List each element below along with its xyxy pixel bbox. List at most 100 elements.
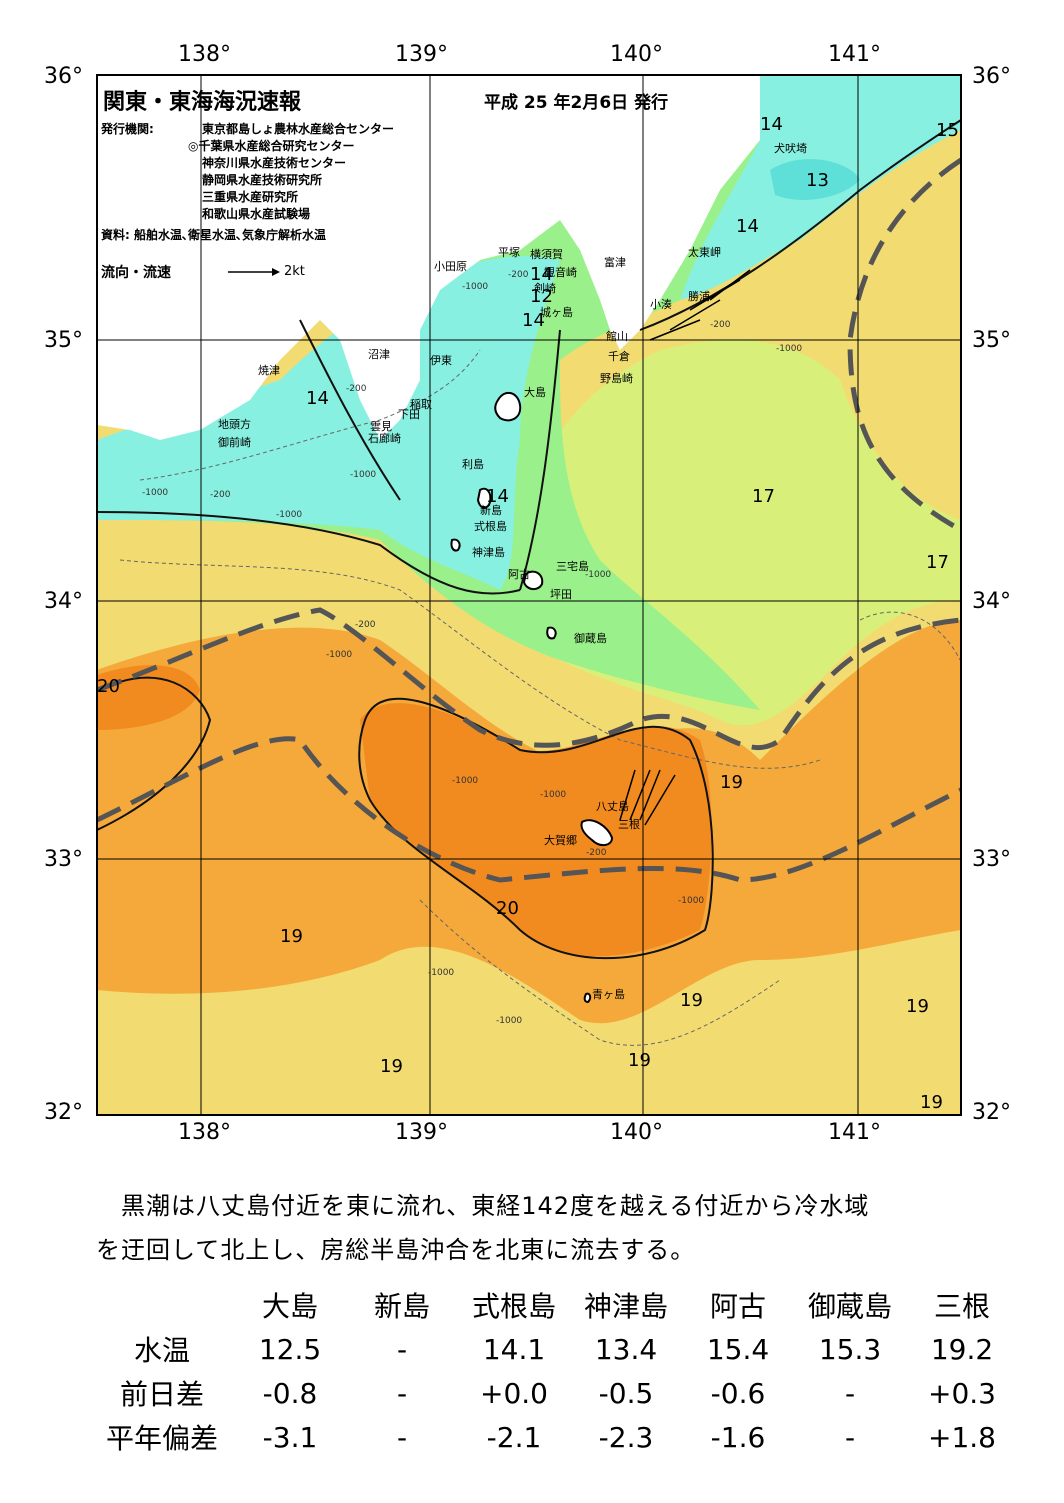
isotherm-label: 12 xyxy=(530,286,553,307)
depth-label: -200 xyxy=(346,384,367,394)
table-cell: - xyxy=(844,1376,856,1410)
issuer-1: 東京都島しょ農林水産総合センター xyxy=(202,122,395,136)
row-label: 前日差 xyxy=(119,1378,204,1411)
table-cell: +0.3 xyxy=(928,1376,996,1410)
very-cold-water xyxy=(770,159,860,200)
lon-tick-top-138: 138° xyxy=(178,42,231,67)
lon-tick-top-140: 140° xyxy=(610,42,663,67)
table-cell: - xyxy=(844,1420,856,1454)
issuer-6: 和歌山県水産試験場 xyxy=(202,207,311,221)
isotherm-label: 17 xyxy=(926,552,949,573)
table-cell: -0.5 xyxy=(598,1376,654,1410)
table-cell: 12.5 xyxy=(258,1332,322,1366)
isotherm-lines xyxy=(97,119,961,960)
place-name: 利島 xyxy=(462,458,484,471)
table-cell: 13.4 xyxy=(594,1332,658,1366)
isotherm-label: 20 xyxy=(496,898,519,919)
depth-label: -1000 xyxy=(142,488,169,498)
table-row: 前日差 -0.8 - +0.0 -0.5 -0.6 - +0.3 xyxy=(90,1371,1018,1415)
table-cell: -2.3 xyxy=(598,1420,654,1454)
isotherm-label: 20 xyxy=(97,676,120,697)
table-row: 平年偏差 -3.1 - -2.1 -2.3 -1.6 - +1.8 xyxy=(90,1415,1018,1459)
row-label: 平年偏差 xyxy=(105,1422,218,1455)
sea-temperature-map: 138° 139° 140° 141° 138° 139° 140° 141° … xyxy=(44,42,1011,1145)
depth-label: -1000 xyxy=(496,1016,523,1026)
place-name: 青ヶ島 xyxy=(592,988,625,1001)
depth-label: -200 xyxy=(210,490,231,500)
column-header: 御蔵島 xyxy=(807,1290,892,1323)
lat-tick-left-32: 32° xyxy=(44,1100,83,1125)
table-cell: 15.4 xyxy=(706,1332,770,1366)
issue-date: 平成 25 年2月6日 発行 xyxy=(484,93,669,113)
lon-tick-bottom-139: 139° xyxy=(395,1120,448,1145)
place-name: 富津 xyxy=(604,256,626,269)
table-cell: - xyxy=(396,1376,408,1410)
depth-label: -200 xyxy=(710,320,731,330)
table-cell: -0.8 xyxy=(262,1376,318,1410)
table-cell: +0.0 xyxy=(480,1376,548,1410)
depth-label: -200 xyxy=(586,848,607,858)
lat-lon-grid xyxy=(97,75,961,1115)
table-cell: 15.3 xyxy=(818,1332,882,1366)
issuer-2: ◎千葉県水産総合研究センター xyxy=(188,139,355,153)
description-line-1: 黒潮は八丈島付近を東に流れ、東経142度を越える付近から冷水域 xyxy=(96,1192,870,1220)
depth-label: -200 xyxy=(355,620,376,630)
table-header-row: 大島 新島 式根島 神津島 阿古 御蔵島 三根 xyxy=(90,1283,1018,1327)
column-header: 式根島 xyxy=(471,1290,556,1323)
lon-tick-bottom-140: 140° xyxy=(610,1120,663,1145)
depth-contours xyxy=(119,349,961,1046)
column-header: 三根 xyxy=(933,1290,990,1323)
isotherm-label: 19 xyxy=(280,926,303,947)
place-name: 稲取 xyxy=(410,398,432,411)
issuer-label: 発行機関: xyxy=(101,122,154,136)
lat-tick-left-34: 34° xyxy=(44,589,83,614)
depth-label: -1000 xyxy=(276,510,303,520)
place-name: 神津島 xyxy=(472,546,505,559)
depth-label: -1000 xyxy=(540,790,567,800)
flow-scale-arrowhead xyxy=(272,268,280,276)
place-name: 平塚 xyxy=(498,246,520,259)
isotherm-label: 14 xyxy=(522,310,545,331)
place-name: 新島 xyxy=(480,504,502,517)
place-name: 剣崎 xyxy=(534,282,556,295)
isotherm-label: 17 xyxy=(752,486,775,507)
place-name: 雲見 xyxy=(370,420,392,433)
lat-tick-right-33: 33° xyxy=(972,847,1011,872)
depth-label: -1000 xyxy=(678,896,705,906)
place-name: 勝浦 xyxy=(688,290,710,303)
boso-peninsula xyxy=(560,75,760,350)
place-name: 地頭方 xyxy=(218,418,251,431)
depth-label: -1000 xyxy=(585,570,612,580)
depth-label: -1000 xyxy=(350,470,377,480)
lat-tick-left-36: 36° xyxy=(44,64,83,89)
depth-label: -1000 xyxy=(462,282,489,292)
place-name: 坪田 xyxy=(550,588,572,601)
lon-tick-top-141: 141° xyxy=(828,42,881,67)
row-label: 水温 xyxy=(133,1334,190,1367)
kuroshio-axis xyxy=(97,157,961,883)
data-source: 資料: 船舶水温､衛星水温､気象庁解析水温 xyxy=(101,228,326,242)
kuroshio-core-region xyxy=(360,703,712,957)
place-name: 野島崎 xyxy=(600,372,633,385)
table-cell: - xyxy=(396,1332,408,1366)
oshima-island xyxy=(494,391,522,422)
issuer-3: 神奈川県水産技術センター xyxy=(202,156,347,170)
table-cell: -0.6 xyxy=(710,1376,766,1410)
isotherm-label: 19 xyxy=(920,1092,943,1113)
map-canvas xyxy=(96,74,962,1116)
depth-label: -1000 xyxy=(452,776,479,786)
place-name: 館山 xyxy=(606,330,628,343)
aogashima-island xyxy=(583,992,592,1004)
flow-legend-scale: 2kt xyxy=(284,264,305,279)
depth-label: -1000 xyxy=(776,344,803,354)
table-cell: -2.1 xyxy=(486,1420,542,1454)
lat-tick-right-34: 34° xyxy=(972,589,1011,614)
isotherm-label: 19 xyxy=(720,772,743,793)
table-cell: -1.6 xyxy=(710,1420,766,1454)
lat-tick-left-35: 35° xyxy=(44,328,83,353)
current-vectors xyxy=(619,269,751,826)
kozushima-island xyxy=(450,538,461,552)
place-name: 焼津 xyxy=(258,364,280,377)
place-name: 観音崎 xyxy=(544,266,577,279)
isotherm-label: 14 xyxy=(530,264,553,285)
